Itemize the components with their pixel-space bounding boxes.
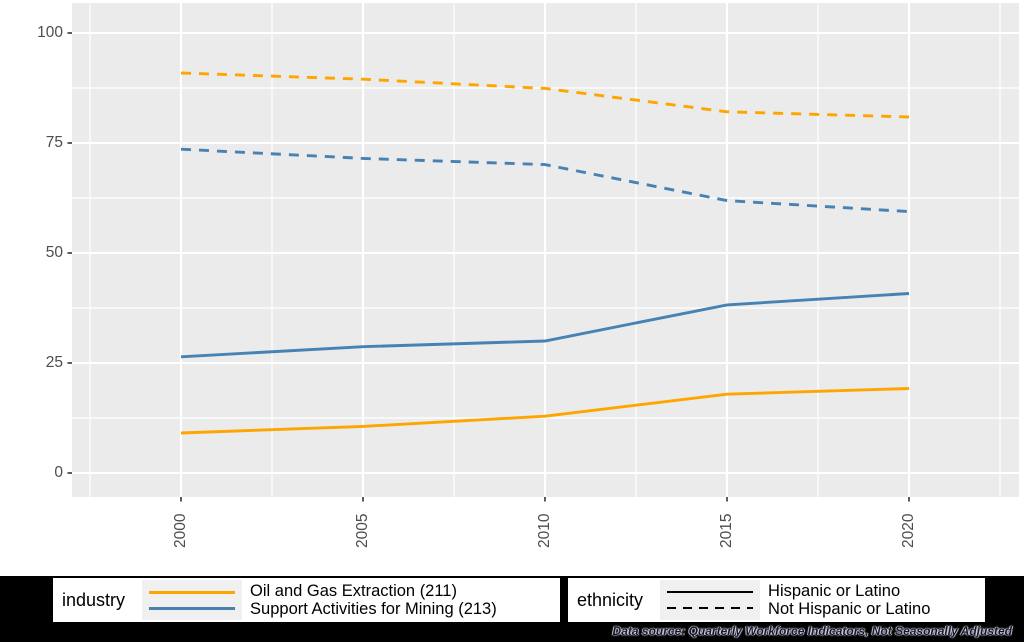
- legend-label-hispanic: Hispanic or Latino: [768, 582, 901, 600]
- series-dashed: [180, 147, 910, 214]
- legend-ethnicity: ethnicity Hispanic or Latino Not Hispani…: [568, 578, 985, 622]
- legend-industry-title: industry: [62, 589, 126, 610]
- blue-line-key-icon: [149, 606, 236, 610]
- legend-ethnicity-labels: Hispanic or Latino Not Hispanic or Latin…: [768, 582, 930, 618]
- y-tick-label: 25: [45, 354, 63, 371]
- dashed-line-key-icon: [667, 606, 754, 610]
- x-tick-label: 2000: [172, 513, 189, 548]
- y-tick-label: 75: [45, 134, 63, 151]
- legend-industry: industry Oil and Gas Extraction (211) Su…: [53, 578, 560, 622]
- y-tick-label: 100: [37, 24, 63, 41]
- legend-label-not-hispanic: Not Hispanic or Latino: [768, 600, 931, 618]
- legend-industry-key: [142, 580, 243, 620]
- legend-label-support-mining: Support Activities for Mining (213): [250, 600, 497, 618]
- series-solid: [180, 292, 910, 359]
- legend-strip: industry Oil and Gas Extraction (211) Su…: [0, 576, 1024, 622]
- series-solid: [180, 387, 910, 435]
- legend-label-oil-gas: Oil and Gas Extraction (211): [250, 582, 457, 600]
- caption-band: Data source: Quarterly Workforce Indicat…: [0, 622, 1024, 642]
- y-tick-label: 0: [54, 464, 63, 481]
- x-tick-label: 2015: [718, 513, 735, 548]
- line-chart: [67, 3, 1019, 502]
- legend-ethnicity-title: ethnicity: [577, 589, 644, 610]
- chart-area: 100 75 50 25 0 2000 2005 2010 2015 2020: [0, 0, 1024, 576]
- series-dashed: [180, 71, 910, 119]
- x-tick-label: 2020: [900, 513, 917, 548]
- orange-line-key-icon: [149, 590, 236, 594]
- x-tick-label: 2010: [536, 513, 553, 548]
- solid-line-key-icon: [667, 590, 754, 594]
- legend-ethnicity-key: [660, 580, 761, 620]
- y-tick-label: 50: [45, 244, 63, 261]
- data-source-caption: Data source: Quarterly Workforce Indicat…: [612, 624, 1012, 638]
- x-tick-label: 2005: [354, 513, 371, 548]
- legend-industry-labels: Oil and Gas Extraction (211) Support Act…: [250, 582, 497, 618]
